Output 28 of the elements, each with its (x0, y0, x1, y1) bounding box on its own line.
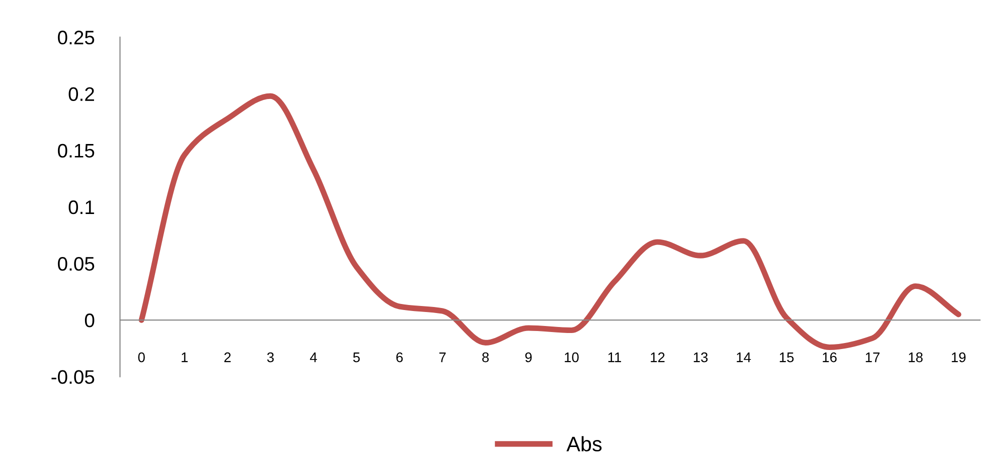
x-tick-label: 8 (482, 352, 489, 362)
x-tick-label: 2 (224, 352, 231, 362)
x-tick-label: 5 (353, 352, 360, 362)
x-tick-label: 1 (182, 352, 188, 362)
x-tick-label: 7 (439, 352, 446, 362)
y-tick-label: 0.1 (68, 200, 94, 214)
x-tick-label: 17 (866, 352, 880, 362)
x-tick-label: 14 (736, 352, 751, 362)
x-tick-label: 10 (564, 352, 579, 362)
y-tick-label: 0.05 (58, 256, 94, 271)
y-tick-label: 0.25 (58, 30, 94, 44)
x-tick-label: 11 (608, 352, 622, 362)
legend-label: Abs (566, 436, 602, 452)
x-tick-label: 13 (694, 352, 708, 362)
x-tick-label: 4 (310, 352, 317, 362)
x-tick-label: 15 (780, 352, 794, 362)
y-tick-label: 0.15 (58, 144, 94, 158)
x-tick-label: 3 (267, 352, 274, 362)
x-tick-label: 9 (525, 352, 532, 362)
x-tick-label: 6 (396, 352, 403, 362)
x-tick-label: 16 (822, 352, 837, 362)
x-tick-label: 18 (908, 352, 923, 362)
x-tick-label: 12 (650, 352, 665, 362)
x-tick-label: 19 (952, 352, 966, 362)
y-tick-label: 0.2 (68, 87, 94, 102)
y-tick-label: -0.05 (52, 370, 94, 384)
y-tick-label: 0 (84, 314, 94, 328)
x-tick-label: 0 (138, 352, 145, 362)
